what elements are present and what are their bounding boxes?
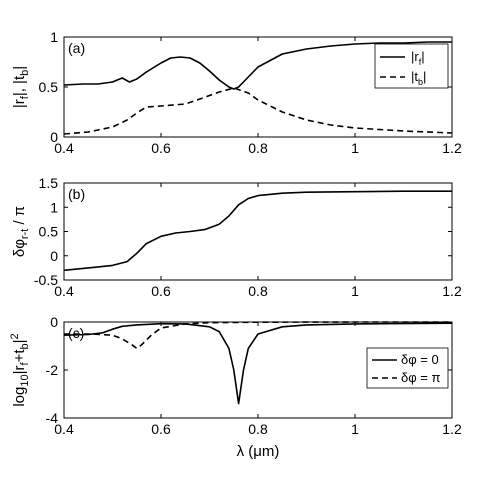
- y-tick-label: 1.5: [39, 175, 59, 191]
- y-tick-label: -2: [46, 362, 59, 378]
- y-axis-label: δφr-t / π: [11, 206, 31, 257]
- legend-label: |rf|: [411, 49, 425, 67]
- y-axis-label: log10|rf+tb|2: [9, 333, 31, 406]
- y-tick-label: -0.5: [34, 272, 58, 288]
- x-tick-label: 0.4: [54, 140, 74, 156]
- y-tick-label: -4: [46, 410, 59, 426]
- x-tick-label: 1: [351, 283, 359, 299]
- x-tick-label: 0.8: [248, 421, 268, 437]
- y-tick-label: 0: [50, 129, 58, 145]
- legend-label: δφ = 0: [401, 352, 439, 367]
- panel-label: (b): [68, 186, 85, 202]
- x-axis-label: λ (μm): [237, 443, 280, 460]
- y-axis-label: |rf|, |tb|: [11, 66, 31, 108]
- x-tick-label: 1.2: [442, 140, 462, 156]
- y-tick-label: 0: [50, 248, 58, 264]
- x-tick-label: 0.6: [151, 140, 171, 156]
- panel-c: 0.4 0.6 0.8 1 1.2 -4 -2 0 (c) log10|rf+tb|2 λ (μm)…: [9, 314, 462, 460]
- x-tick-label: 0.4: [54, 283, 74, 299]
- series-line-solid: [63, 322, 453, 405]
- series-line-solid: [63, 41, 452, 90]
- x-tick-label: 0.6: [151, 421, 171, 437]
- x-tick-label: 0.4: [54, 421, 74, 437]
- axes-box: [63, 182, 453, 281]
- x-tick-label: 0.8: [248, 283, 268, 299]
- x-tick-label: 0.8: [248, 140, 268, 156]
- x-tick-label: 1: [351, 140, 359, 156]
- x-tick-label: 0.6: [151, 283, 171, 299]
- x-tick-label: 1: [351, 421, 359, 437]
- y-tick-label: 0.5: [39, 224, 59, 240]
- panel-b: 0.4 0.6 0.8 1 1.2 -0.5 0 0.5 1 1.5 (b) δφr-t / π: [11, 175, 462, 299]
- y-tick-label: 1: [50, 199, 58, 215]
- legend-box: [366, 347, 449, 389]
- legend-label: |tb|: [411, 69, 426, 87]
- x-tick-label: 1.2: [442, 283, 462, 299]
- legend-box: [374, 43, 449, 89]
- series-line-dashed: [64, 321, 452, 350]
- y-tick-label: 0.5: [39, 79, 59, 95]
- y-tick-label: 0: [50, 314, 58, 330]
- legend-label: δφ = π: [401, 370, 440, 385]
- series-line-dashed: [63, 87, 453, 135]
- panel-label: (a): [68, 40, 85, 56]
- y-tick-label: 1: [50, 29, 58, 45]
- panel-a: 0.4 0.6 0.8 1 1.2 0 0.5 1 (a) |rf|, |tb| |rf| |tb|: [11, 29, 462, 156]
- panel-label: (c): [68, 325, 84, 341]
- x-tick-label: 1.2: [442, 421, 462, 437]
- series-line-solid: [63, 190, 452, 272]
